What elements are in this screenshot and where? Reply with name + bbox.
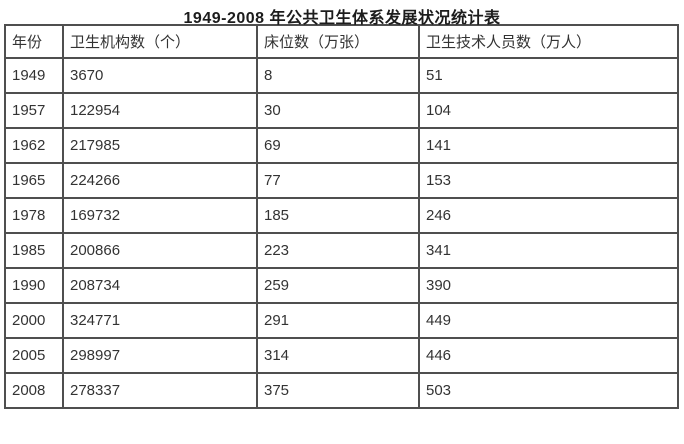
value-cell: 314 [256,337,420,374]
year-cell: 1985 [4,232,64,269]
table-row: 1990 208734 259 390 [4,267,679,304]
value-cell: 122954 [62,92,258,129]
value-cell: 77 [256,162,420,199]
table-row: 1978 169732 185 246 [4,197,679,234]
value-cell: 298997 [62,337,258,374]
value-cell: 291 [256,302,420,339]
value-cell: 217985 [62,127,258,164]
value-cell: 278337 [62,372,258,409]
table-row: 2000 324771 291 449 [4,302,679,339]
year-cell: 2008 [4,372,64,409]
value-cell: 141 [418,127,679,164]
value-cell: 69 [256,127,420,164]
value-cell: 30 [256,92,420,129]
value-cell: 3670 [62,57,258,94]
table-head: 年份 卫生机构数（个） 床位数（万张） 卫生技术人员数（万人） [4,24,679,59]
table-row: 1965 224266 77 153 [4,162,679,199]
table-row: 1949 3670 8 51 [4,57,679,94]
year-cell: 1962 [4,127,64,164]
year-cell: 2005 [4,337,64,374]
value-cell: 200866 [62,232,258,269]
value-cell: 8 [256,57,420,94]
value-cell: 390 [418,267,679,304]
value-cell: 246 [418,197,679,234]
year-cell: 2000 [4,302,64,339]
table-body: 1949 3670 8 51 1957 122954 30 104 1962 217985 69 14… [4,57,679,409]
year-cell: 1965 [4,162,64,199]
value-cell: 503 [418,372,679,409]
year-cell: 1949 [4,57,64,94]
table-row: 1957 122954 30 104 [4,92,679,129]
value-cell: 185 [256,197,420,234]
value-cell: 169732 [62,197,258,234]
column-header: 卫生机构数（个） [62,24,258,59]
table-row: 2008 278337 375 503 [4,372,679,409]
statistics-table: 年份 卫生机构数（个） 床位数（万张） 卫生技术人员数（万人） 1949 3670 8 51… [4,24,679,409]
page-title: 1949-2008 年公共卫生体系发展状况统计表 [183,10,501,27]
value-cell: 375 [256,372,420,409]
value-cell: 224266 [62,162,258,199]
value-cell: 153 [418,162,679,199]
value-cell: 104 [418,92,679,129]
column-header: 卫生技术人员数（万人） [418,24,679,59]
value-cell: 259 [256,267,420,304]
column-header: 床位数（万张） [256,24,420,59]
table-row: 1962 217985 69 141 [4,127,679,164]
year-cell: 1957 [4,92,64,129]
year-cell: 1978 [4,197,64,234]
value-cell: 208734 [62,267,258,304]
header-row: 年份 卫生机构数（个） 床位数（万张） 卫生技术人员数（万人） [4,24,679,59]
value-cell: 446 [418,337,679,374]
year-cell: 1990 [4,267,64,304]
value-cell: 51 [418,57,679,94]
table-row: 1985 200866 223 341 [4,232,679,269]
value-cell: 223 [256,232,420,269]
table-row: 2005 298997 314 446 [4,337,679,374]
value-cell: 341 [418,232,679,269]
value-cell: 324771 [62,302,258,339]
column-header: 年份 [4,24,64,59]
value-cell: 449 [418,302,679,339]
